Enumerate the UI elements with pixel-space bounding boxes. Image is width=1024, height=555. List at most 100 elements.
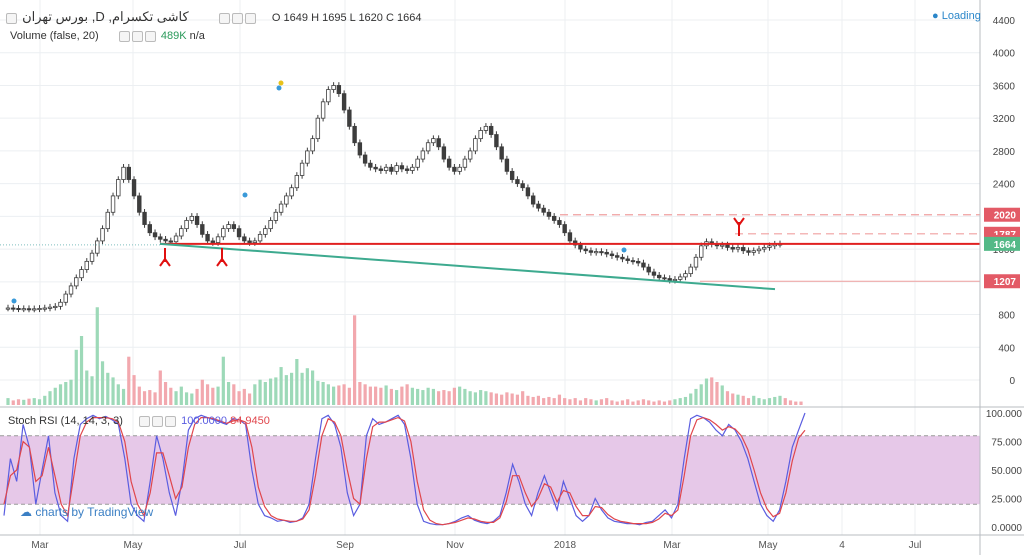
candle-body — [336, 85, 342, 95]
candle-body — [105, 211, 110, 230]
candle-body — [158, 236, 163, 240]
loading-indicator: ● Loading — [932, 10, 981, 22]
candle-body — [536, 203, 541, 209]
volume-bar — [599, 399, 604, 405]
volume-bar — [615, 401, 619, 405]
volume-bar — [410, 387, 414, 405]
volume-bar — [788, 400, 793, 405]
x-tick-label: Mar — [663, 540, 681, 551]
candle-body — [247, 240, 252, 243]
volume-bar — [16, 399, 21, 405]
volume-bar — [79, 336, 84, 405]
candle-body — [221, 228, 226, 238]
ohlc-c-label: C — [385, 12, 394, 24]
candle-body — [205, 233, 210, 242]
event-marker — [276, 85, 282, 91]
volume-value-2: n/a — [189, 30, 205, 42]
candle-body — [242, 236, 247, 242]
collapse-icon[interactable] — [6, 12, 17, 24]
close-icon[interactable] — [244, 12, 256, 24]
candle-body — [163, 238, 168, 242]
volume-bars — [6, 307, 803, 405]
candle-body — [441, 146, 447, 160]
volume-bar — [95, 307, 99, 405]
volume-bar — [594, 400, 598, 405]
candle-body — [26, 308, 32, 311]
down-arrow-icon — [733, 217, 745, 236]
volume-bar — [783, 398, 787, 405]
volume-bar — [289, 372, 294, 405]
y-tick-label: 3600 — [993, 81, 1016, 92]
volume-bar — [321, 382, 325, 405]
candle-body — [525, 187, 531, 197]
volume-bar — [247, 393, 252, 405]
candle-body — [32, 308, 37, 311]
volume-bar — [48, 391, 52, 405]
volume-bar — [326, 384, 330, 405]
volume-bar — [263, 382, 267, 405]
eye-icon[interactable] — [218, 12, 230, 24]
ohlc-l-label: L — [349, 12, 356, 24]
candle-body — [89, 252, 95, 262]
volume-bar — [137, 386, 141, 405]
candle-body — [473, 138, 478, 152]
candle-body — [189, 215, 195, 221]
candle-body — [452, 166, 457, 172]
volume-bar — [746, 398, 751, 405]
volume-bar — [363, 384, 367, 405]
candle-body — [168, 240, 174, 243]
volume-bar — [195, 388, 199, 405]
candle-body — [657, 274, 662, 279]
volume-bar — [169, 387, 173, 405]
candle-body — [425, 142, 431, 152]
volume-bar — [242, 388, 246, 405]
lower-trend-line — [159, 242, 776, 291]
volume-bar — [53, 387, 57, 405]
eye-icon[interactable] — [118, 30, 130, 42]
volume-bar — [205, 384, 210, 405]
volume-bar — [127, 356, 131, 405]
volume-bar — [22, 399, 26, 405]
volume-bar — [542, 398, 546, 405]
candle-body — [58, 301, 63, 307]
volume-bar — [662, 401, 667, 405]
candle-body — [110, 195, 116, 213]
volume-bar — [631, 401, 635, 405]
volume-bar — [11, 400, 15, 405]
arrow-head — [159, 257, 171, 267]
x-tick-label: May — [124, 540, 143, 551]
settings-icon[interactable] — [231, 12, 243, 24]
candle-body — [331, 85, 336, 90]
stoch-k-line — [3, 412, 806, 526]
close-icon[interactable] — [165, 415, 177, 427]
volume-bar — [794, 401, 798, 405]
settings-icon[interactable] — [152, 415, 164, 427]
candle-body — [226, 224, 231, 230]
eye-icon[interactable] — [139, 415, 151, 427]
candle-body — [609, 253, 615, 257]
volume-bar — [689, 393, 693, 405]
volume-bar — [720, 385, 724, 405]
candle-body — [95, 240, 100, 254]
candle-body — [583, 248, 588, 252]
volume-bar — [458, 386, 462, 405]
candle-body — [362, 154, 368, 164]
candle-body — [667, 278, 672, 281]
candle-body — [53, 305, 58, 308]
volume-bar — [74, 349, 78, 405]
volume-bar — [58, 384, 63, 405]
stoch-d-value: 84.9450 — [230, 415, 270, 427]
volume-bar — [494, 393, 499, 405]
candle-body — [551, 215, 557, 221]
candle-body — [37, 308, 42, 311]
volume-bar — [310, 370, 315, 405]
volume-bar — [678, 398, 682, 405]
candle-body — [47, 306, 53, 309]
candle-body — [320, 101, 326, 119]
candle-body — [184, 220, 189, 230]
candle-body — [126, 166, 131, 180]
close-icon[interactable] — [144, 30, 156, 42]
settings-icon[interactable] — [131, 30, 143, 42]
volume-bar — [578, 400, 583, 405]
